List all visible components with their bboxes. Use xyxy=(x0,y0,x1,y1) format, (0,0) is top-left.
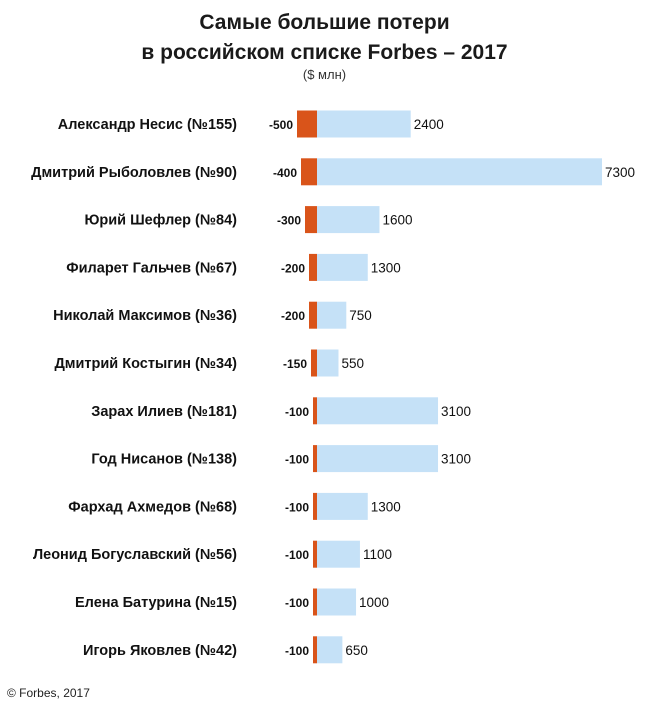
negative-value-label: -100 xyxy=(285,548,309,562)
category-label: Игорь Яковлев (№42) xyxy=(83,643,237,659)
positive-value-label: 750 xyxy=(349,308,372,323)
category-label: Год Нисанов (№138) xyxy=(91,452,237,468)
category-label: Зарах Илиев (№181) xyxy=(91,404,237,420)
positive-bar xyxy=(317,636,343,664)
negative-bar xyxy=(313,588,317,616)
negative-bar xyxy=(313,636,317,664)
category-label: Фархад Ахмедов (№68) xyxy=(68,499,237,515)
positive-bar xyxy=(317,349,339,377)
negative-value-label: -400 xyxy=(273,166,297,180)
positive-value-label: 1100 xyxy=(363,547,392,562)
positive-bar xyxy=(317,253,368,281)
negative-value-label: -100 xyxy=(285,405,309,419)
positive-value-label: 7300 xyxy=(605,165,635,180)
positive-value-label: 3100 xyxy=(441,404,471,419)
negative-bar xyxy=(313,492,317,520)
positive-bar xyxy=(317,540,360,568)
category-label: Юрий Шефлер (№84) xyxy=(84,213,237,229)
positive-bar xyxy=(317,588,357,616)
positive-value-label: 1300 xyxy=(371,260,401,275)
negative-value-label: -200 xyxy=(281,261,305,275)
negative-bar xyxy=(301,158,317,186)
category-label: Елена Батурина (№15) xyxy=(75,595,237,611)
positive-bar xyxy=(317,158,602,186)
positive-value-label: 1600 xyxy=(382,213,412,228)
positive-bar xyxy=(317,206,380,234)
category-label: Дмитрий Костыгин (№34) xyxy=(54,356,237,372)
negative-bar xyxy=(309,253,317,281)
negative-value-label: -100 xyxy=(285,453,309,467)
negative-value-label: -300 xyxy=(277,214,301,228)
category-label: Дмитрий Рыболовлев (№90) xyxy=(31,165,237,181)
category-label: Филарет Гальчев (№67) xyxy=(66,260,237,276)
positive-value-label: 3100 xyxy=(441,452,471,467)
chart-title-line-2: в российском списке Forbes – 2017 xyxy=(141,41,508,64)
negative-bar xyxy=(309,301,317,329)
category-label: Александр Несис (№155) xyxy=(58,117,237,133)
negative-value-label: -100 xyxy=(285,596,309,610)
negative-value-label: -100 xyxy=(285,644,309,658)
positive-bar xyxy=(317,110,411,138)
positive-bar xyxy=(317,492,368,520)
copyright-credit: © Forbes, 2017 xyxy=(7,686,90,700)
chart-title-line-1: Самые большие потери xyxy=(199,11,450,34)
negative-value-label: -500 xyxy=(269,118,293,132)
negative-bar xyxy=(313,445,317,473)
positive-value-label: 2400 xyxy=(414,117,444,132)
positive-value-label: 1300 xyxy=(371,499,401,514)
chart-unit-label: ($ млн) xyxy=(302,67,347,82)
category-label: Николай Максимов (№36) xyxy=(53,308,237,324)
positive-bar xyxy=(317,397,439,425)
negative-value-label: -150 xyxy=(283,357,307,371)
positive-value-label: 1000 xyxy=(359,595,389,610)
negative-value-label: -100 xyxy=(285,500,309,514)
category-label: Леонид Богуславский (№56) xyxy=(33,547,237,563)
positive-bar xyxy=(317,445,439,473)
negative-bar xyxy=(313,540,317,568)
positive-bar xyxy=(317,301,347,329)
negative-value-label: -200 xyxy=(281,309,305,323)
negative-bar xyxy=(305,206,317,234)
negative-bar xyxy=(311,349,317,377)
positive-value-label: 650 xyxy=(345,643,368,658)
negative-bar xyxy=(313,397,317,425)
positive-value-label: 550 xyxy=(341,356,364,371)
negative-bar xyxy=(297,110,317,138)
